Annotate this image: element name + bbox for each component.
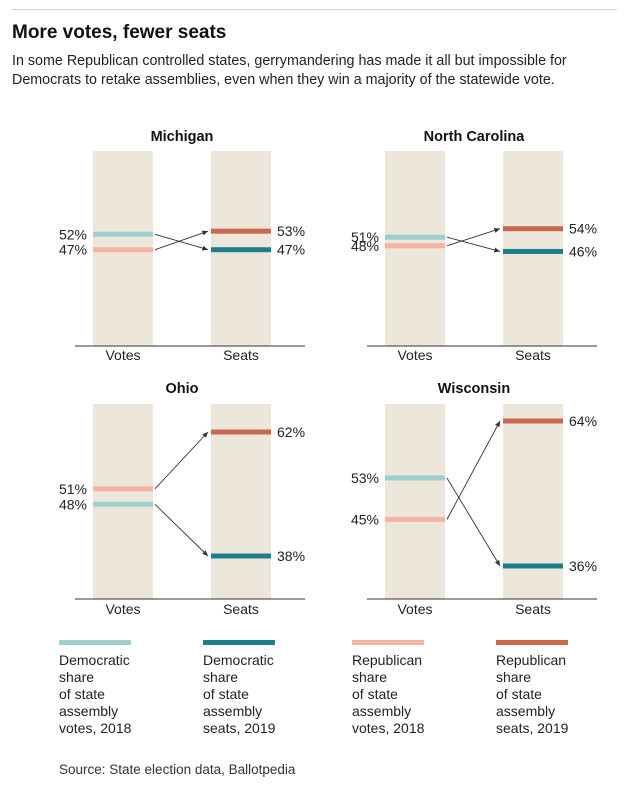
column-bg-votes — [385, 151, 445, 346]
legend-item-dem-seats: Democratic share of state assembly seats… — [203, 640, 276, 736]
legend-swatch — [59, 640, 131, 645]
democratic-seats-label: 47% — [277, 242, 305, 258]
legend-label: Democratic share of state assembly seats… — [203, 652, 276, 736]
legend-item-dem-votes: Democratic share of state assembly votes… — [59, 640, 132, 736]
connector-arrow-republican — [154, 230, 209, 251]
page-title: More votes, fewer seats — [12, 22, 227, 43]
chart-title-michigan: Michigan — [151, 129, 214, 145]
democratic-seats-mark — [211, 247, 271, 253]
republican-votes-mark — [93, 486, 153, 492]
category-label-seats: Seats — [515, 601, 551, 617]
category-label-votes: Votes — [105, 601, 140, 617]
category-label-seats: Seats — [223, 601, 259, 617]
chart-panel-wisconsin: Wisconsin Votes Seats 53% 36% 45% 64% — [351, 381, 597, 617]
legend-label-box: Republican share of state assembly seats… — [496, 652, 569, 736]
connector-arrow-republican — [446, 228, 501, 247]
republican-seats-mark — [211, 429, 271, 435]
legend-label: Republican share of state assembly seats… — [496, 652, 569, 736]
column-bg-votes — [93, 404, 153, 599]
democratic-votes-mark — [93, 501, 153, 507]
chart-panel-north-carolina: North Carolina Votes Seats 51% 46% 48% 54% — [351, 129, 597, 363]
legend-swatch — [352, 640, 424, 645]
category-label-votes: Votes — [105, 347, 140, 363]
republican-votes-mark — [385, 243, 445, 249]
republican-votes-label: 45% — [351, 511, 379, 527]
category-label-seats: Seats — [515, 347, 551, 363]
republican-seats-mark — [503, 226, 563, 232]
legend-item-rep-seats: Republican share of state assembly seats… — [496, 640, 569, 736]
category-label-votes: Votes — [397, 347, 432, 363]
republican-votes-mark — [385, 516, 445, 522]
legend-label: Democratic share of state assembly votes… — [59, 652, 132, 736]
democratic-seats-mark — [503, 248, 563, 254]
democratic-votes-mark — [93, 231, 153, 237]
republican-seats-label: 62% — [277, 424, 305, 440]
category-label-seats: Seats — [223, 347, 259, 363]
connector-arrow-democratic — [446, 236, 501, 253]
legend-swatch — [203, 640, 275, 645]
republican-seats-mark — [503, 418, 563, 424]
page-subtitle: In some Republican controlled states, ge… — [12, 53, 567, 88]
chart-panel-ohio: Ohio Votes Seats 48% 38% 51% 62% — [59, 381, 305, 617]
democratic-seats-label: 36% — [569, 558, 597, 574]
connector-arrow-democratic — [154, 233, 209, 251]
chart-title-wisconsin: Wisconsin — [438, 381, 510, 397]
democratic-votes-label: 53% — [351, 470, 379, 486]
democratic-seats-label: 38% — [277, 548, 305, 564]
democratic-seats-label: 46% — [569, 243, 597, 259]
republican-seats-label: 53% — [277, 223, 305, 239]
connector-arrow-democratic — [154, 504, 209, 557]
connector-arrow-republican — [446, 420, 501, 520]
connector-arrow-republican — [154, 431, 209, 490]
category-label-votes: Votes — [397, 601, 432, 617]
democratic-seats-mark — [211, 553, 271, 559]
column-bg-seats — [503, 404, 563, 599]
chart-title-north-carolina: North Carolina — [424, 129, 526, 145]
legend-label-box: Democratic share of state assembly votes… — [59, 652, 132, 736]
republican-votes-label: 48% — [351, 238, 379, 254]
legend-swatch — [496, 640, 568, 645]
legend-label-box: Republican share of state assembly votes… — [352, 652, 425, 736]
legend-label-box: Democratic share of state assembly seats… — [203, 652, 276, 736]
republican-votes-label: 51% — [59, 481, 87, 497]
democratic-votes-label: 48% — [59, 496, 87, 512]
republican-seats-mark — [211, 228, 271, 234]
legend-item-rep-votes: Republican share of state assembly votes… — [352, 640, 425, 736]
column-bg-seats — [503, 151, 563, 346]
republican-seats-label: 64% — [569, 413, 597, 429]
column-bg-votes — [385, 404, 445, 599]
connector-arrow-democratic — [446, 477, 501, 567]
source-note: Source: State election data, Ballotpedia — [59, 762, 296, 777]
column-bg-seats — [211, 404, 271, 599]
legend-label: Republican share of state assembly votes… — [352, 652, 425, 736]
republican-seats-label: 54% — [569, 221, 597, 237]
republican-votes-label: 47% — [59, 242, 87, 258]
democratic-votes-label: 51% — [351, 229, 379, 245]
democratic-votes-mark — [385, 234, 445, 240]
democratic-seats-mark — [503, 563, 563, 569]
republican-votes-mark — [93, 247, 153, 253]
top-divider — [12, 9, 617, 10]
democratic-votes-label: 52% — [59, 226, 87, 242]
chart-title-ohio: Ohio — [165, 381, 198, 397]
democratic-votes-mark — [385, 475, 445, 481]
